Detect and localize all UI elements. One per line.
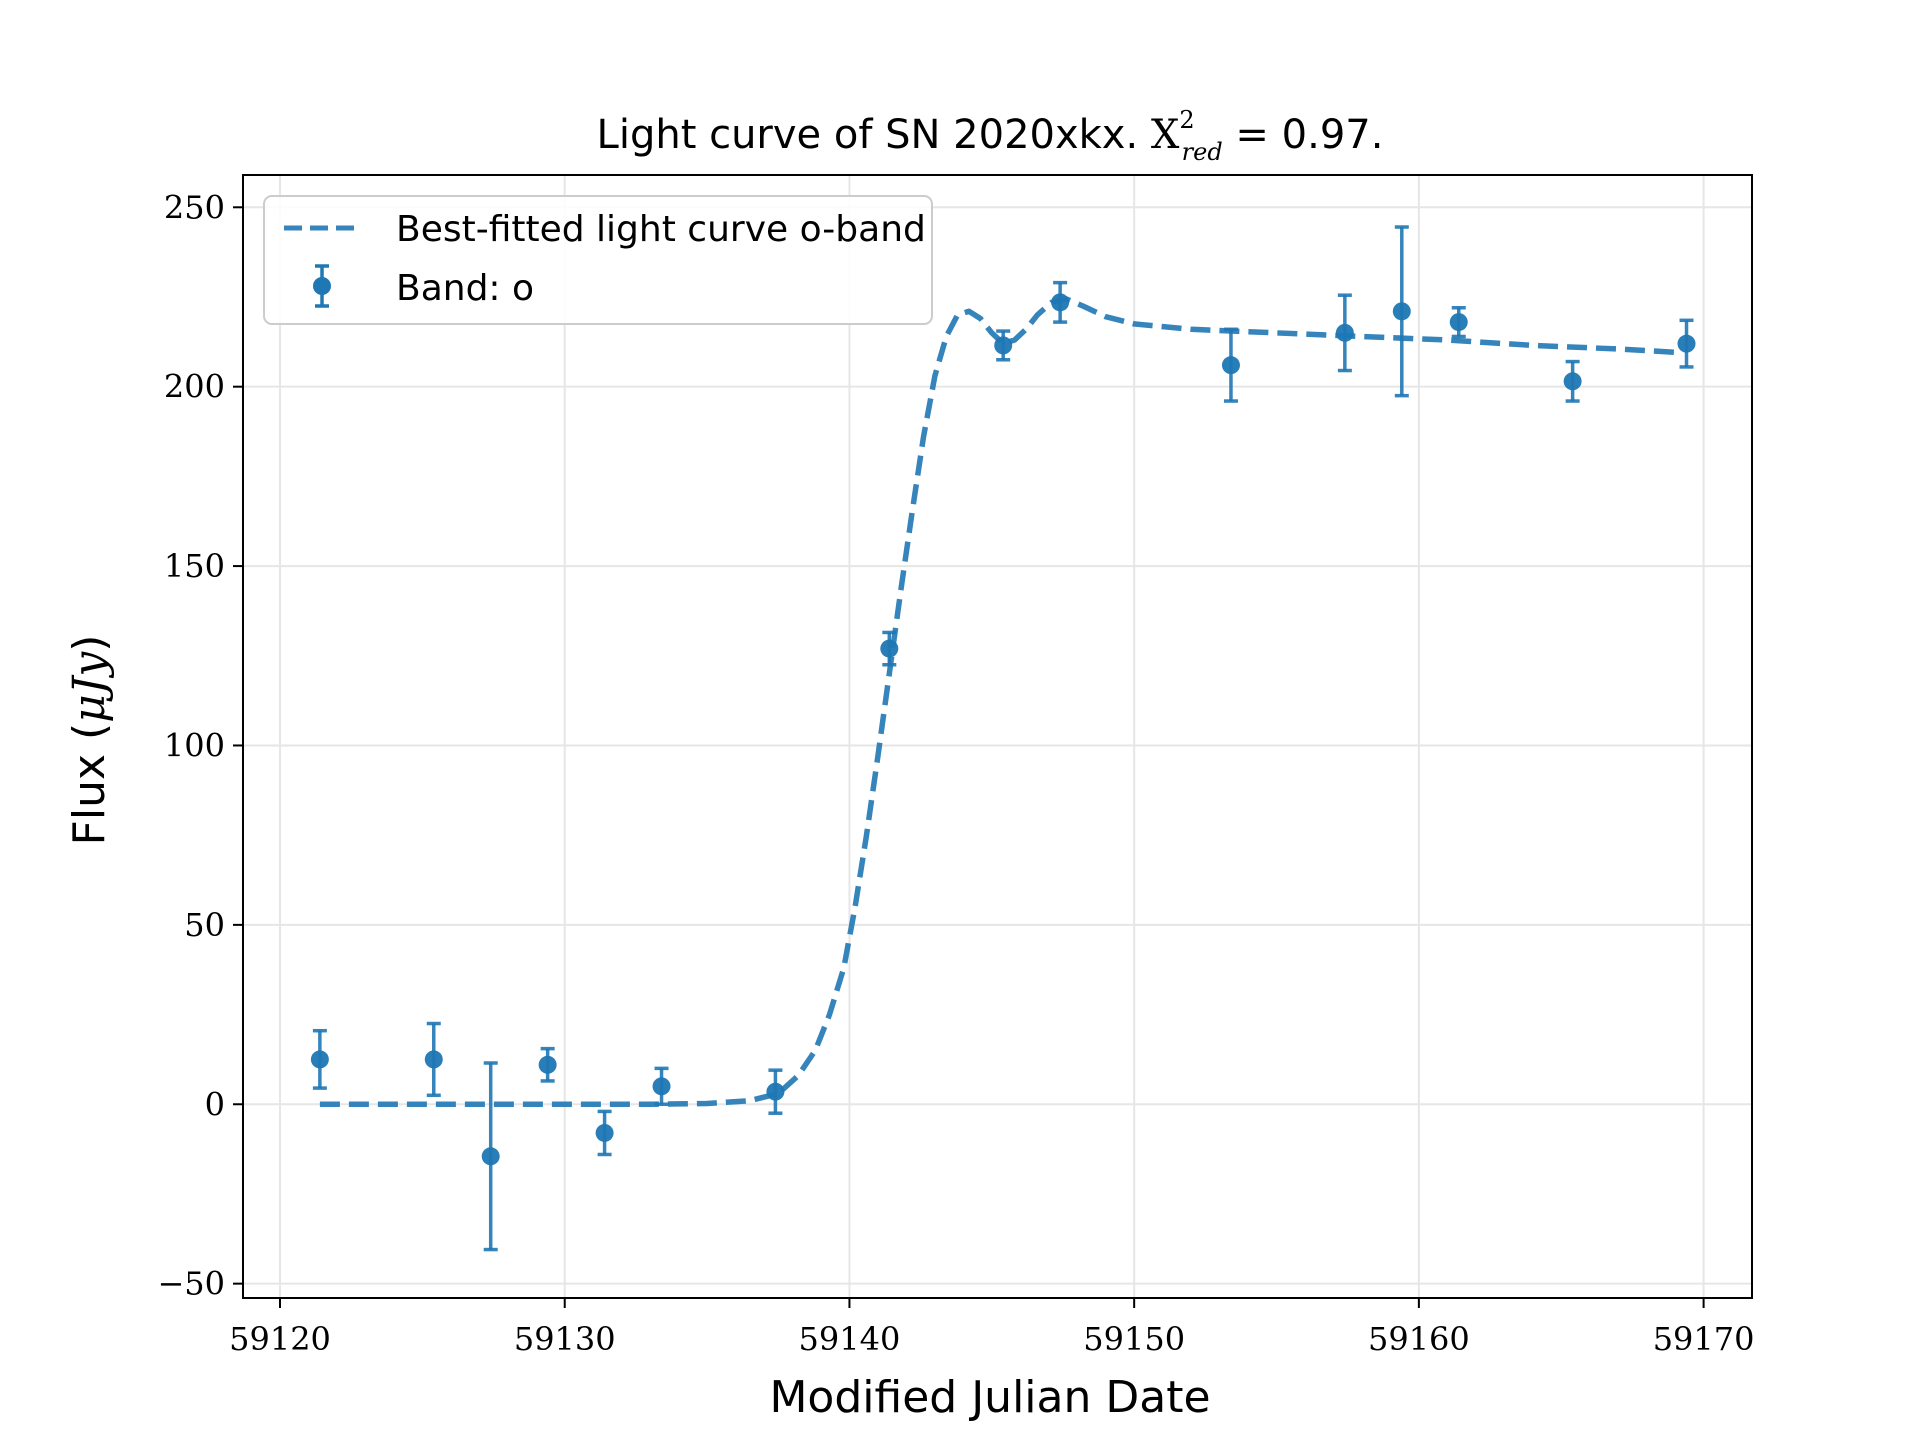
chart-title: Light curve of SN 2020xkx. X2 red = 0.97. bbox=[597, 106, 1384, 166]
data-points bbox=[310, 225, 1696, 1252]
x-axis-label: Modified Julian Date bbox=[769, 1372, 1210, 1423]
x-tick-label: 59170 bbox=[1653, 1320, 1755, 1358]
y-axis-ticks: −50 0 50 100 150 200 250 bbox=[157, 188, 243, 1303]
grid-lines bbox=[243, 175, 1752, 1298]
y-tick-label: 250 bbox=[164, 188, 225, 226]
y-tick-label: 0 bbox=[205, 1085, 225, 1123]
x-axis-ticks: 59120 59130 59140 59150 59160 59170 bbox=[229, 1298, 1754, 1358]
point-marker bbox=[310, 1050, 329, 1069]
data-point bbox=[424, 1021, 443, 1098]
data-point bbox=[1563, 359, 1582, 403]
legend-label-band: Band: o bbox=[396, 268, 534, 309]
data-point bbox=[538, 1046, 557, 1083]
chart-title-value: = 0.97. bbox=[1223, 112, 1384, 158]
legend-box bbox=[263, 195, 933, 325]
point-marker bbox=[994, 336, 1013, 355]
data-point bbox=[1051, 280, 1070, 324]
point-marker bbox=[1563, 372, 1582, 391]
chi-symbol: X bbox=[1151, 112, 1180, 158]
point-marker bbox=[1221, 356, 1240, 375]
point-marker bbox=[1335, 323, 1354, 342]
plot-frame bbox=[242, 174, 1753, 1299]
data-point bbox=[994, 329, 1013, 362]
x-tick-label: 59120 bbox=[229, 1320, 331, 1358]
data-point bbox=[1221, 327, 1240, 403]
legend-label-fit: Best-fitted light curve o-band bbox=[396, 209, 926, 250]
y-axis-label-text: Flux ( bbox=[64, 723, 115, 846]
data-point bbox=[1449, 306, 1468, 339]
data-point bbox=[1335, 293, 1354, 373]
point-marker bbox=[1677, 334, 1696, 353]
y-axis-label-close: ) bbox=[64, 635, 115, 652]
data-point bbox=[595, 1109, 614, 1157]
point-marker bbox=[880, 639, 899, 658]
y-axis-label: Flux (μJy) bbox=[64, 635, 115, 846]
chart-title-text: Light curve of SN 2020xkx. bbox=[597, 112, 1151, 158]
point-marker bbox=[766, 1082, 785, 1101]
data-point bbox=[880, 630, 899, 667]
y-tick-label: 50 bbox=[184, 906, 225, 944]
y-tick-label: 200 bbox=[164, 368, 225, 406]
fit-curve-group bbox=[319, 296, 1681, 1108]
legend: Best-fitted light curve o-band Band: o bbox=[263, 195, 933, 325]
data-point bbox=[766, 1068, 785, 1115]
point-marker bbox=[1051, 293, 1070, 312]
data-point bbox=[652, 1066, 671, 1107]
x-tick-label: 59150 bbox=[1083, 1320, 1185, 1358]
x-tick-label: 59160 bbox=[1368, 1320, 1470, 1358]
x-tick-label: 59140 bbox=[799, 1320, 901, 1358]
data-point bbox=[1392, 225, 1411, 398]
point-marker bbox=[595, 1123, 614, 1142]
y-tick-label: 100 bbox=[164, 726, 225, 764]
point-marker bbox=[1449, 313, 1468, 332]
point-marker bbox=[652, 1077, 671, 1096]
data-point bbox=[310, 1028, 329, 1090]
data-point bbox=[1677, 318, 1696, 369]
y-axis-label-unit: μJy bbox=[64, 651, 115, 723]
point-marker bbox=[424, 1050, 443, 1069]
point-marker bbox=[1392, 302, 1411, 321]
chi-superscript: 2 bbox=[1179, 106, 1194, 134]
chi-subscript: red bbox=[1182, 138, 1223, 166]
point-marker bbox=[481, 1147, 500, 1166]
x-tick-label: 59130 bbox=[514, 1320, 616, 1358]
y-tick-label: 150 bbox=[164, 547, 225, 585]
legend-swatch-data-points bbox=[313, 264, 331, 308]
point-marker bbox=[538, 1055, 557, 1074]
y-tick-label: −50 bbox=[157, 1265, 225, 1303]
fit-curve bbox=[319, 296, 1681, 1108]
data-point bbox=[481, 1061, 500, 1252]
